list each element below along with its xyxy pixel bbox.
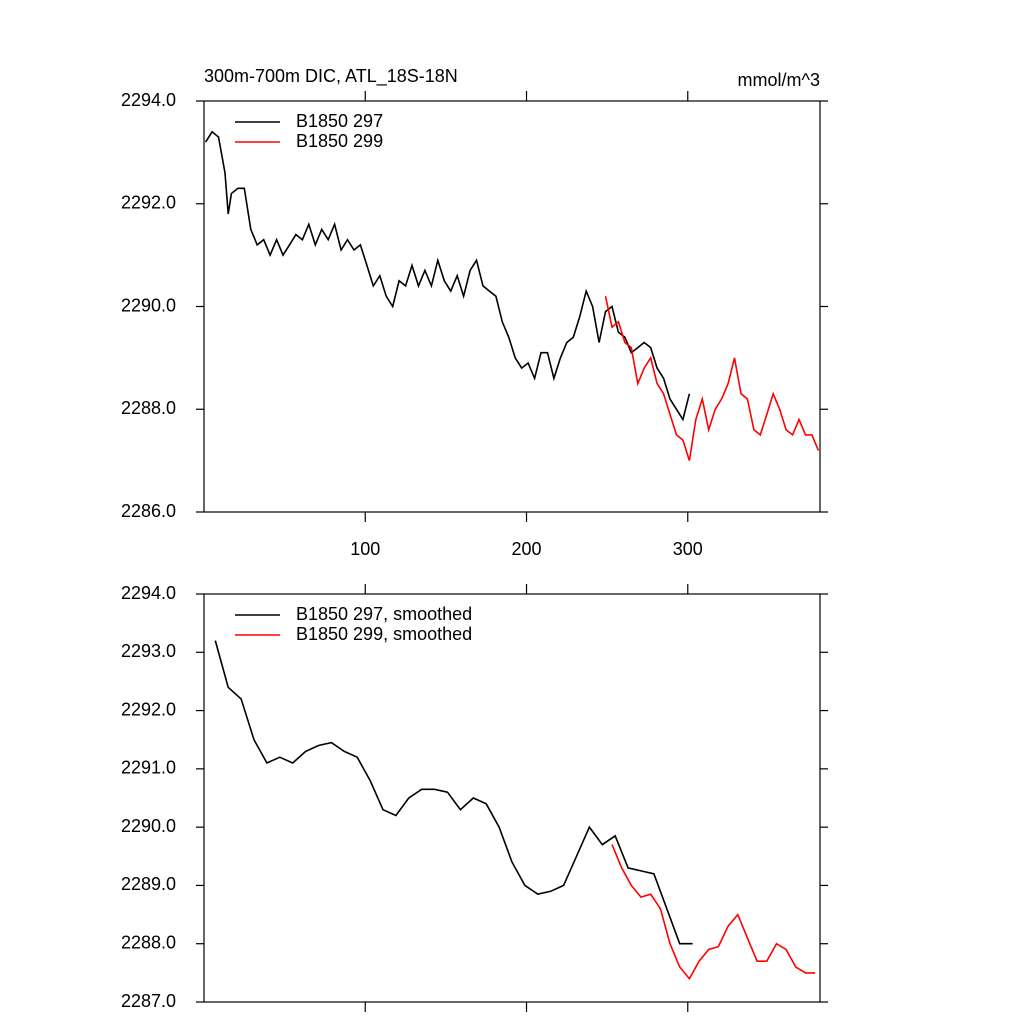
units-label: mmol/m^3 (738, 70, 820, 90)
data-line (611, 844, 816, 981)
y-tick-label: 2287.0 (121, 991, 176, 1011)
legend-label: B1850 297, smoothed (296, 604, 472, 624)
y-tick-label: 2286.0 (121, 501, 176, 521)
x-tick-label: 300 (673, 539, 703, 559)
y-tick-label: 2294.0 (121, 90, 176, 110)
x-tick-label: 100 (350, 539, 380, 559)
y-tick-label: 2294.0 (121, 583, 176, 603)
chart-title: 300m-700m DIC, ATL_18S-18N (204, 66, 458, 87)
y-tick-label: 2293.0 (121, 641, 176, 661)
legend-label: B1850 297 (296, 111, 383, 131)
data-line (214, 640, 693, 945)
plot-frame (203, 593, 821, 1003)
y-tick-label: 2292.0 (121, 193, 176, 213)
y-tick-label: 2288.0 (121, 398, 176, 418)
y-tick-label: 2292.0 (121, 699, 176, 719)
y-tick-label: 2288.0 (121, 932, 176, 952)
x-tick-label: 200 (511, 539, 541, 559)
legend-label: B1850 299, smoothed (296, 624, 472, 644)
y-tick-label: 2290.0 (121, 816, 176, 836)
y-tick-label: 2290.0 (121, 295, 176, 315)
y-tick-label: 2291.0 (121, 758, 176, 778)
data-line (204, 130, 691, 422)
y-tick-label: 2289.0 (121, 874, 176, 894)
data-line (604, 296, 820, 461)
legend-label: B1850 299 (296, 131, 383, 151)
plot-frame (203, 100, 821, 513)
